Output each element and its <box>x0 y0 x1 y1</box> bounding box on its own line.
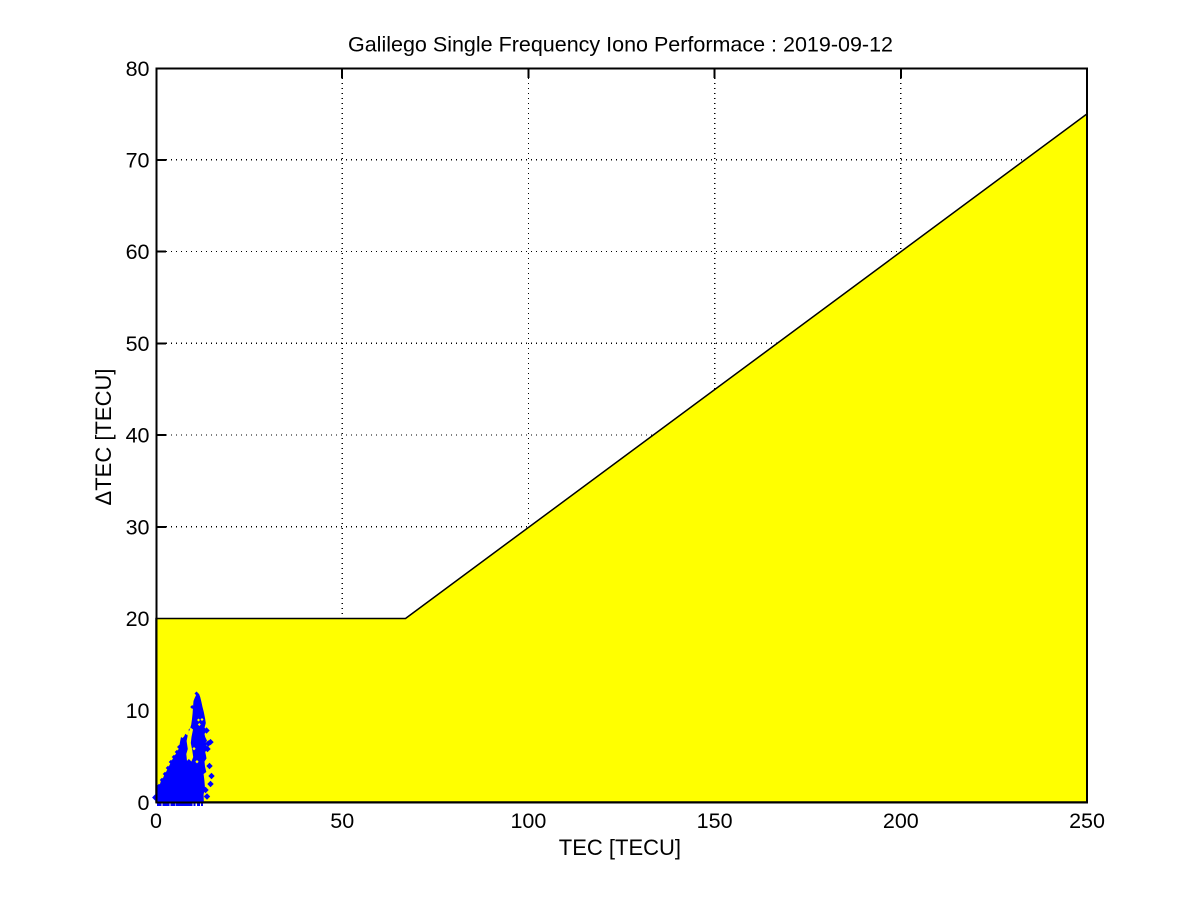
svg-text:30: 30 <box>126 516 150 540</box>
svg-text:50: 50 <box>126 332 150 356</box>
svg-text:60: 60 <box>126 240 150 264</box>
svg-text:80: 80 <box>126 57 150 81</box>
svg-text:0: 0 <box>150 809 162 833</box>
svg-text:50: 50 <box>330 809 354 833</box>
svg-text:200: 200 <box>883 809 919 833</box>
svg-text:ΔTEC [TECU]: ΔTEC [TECU] <box>91 369 116 506</box>
svg-text:150: 150 <box>697 809 733 833</box>
svg-text:10: 10 <box>126 699 150 723</box>
svg-text:70: 70 <box>126 149 150 173</box>
svg-text:40: 40 <box>126 424 150 448</box>
svg-text:Galilego Single Frequency Iono: Galilego Single Frequency Iono Performac… <box>348 33 893 57</box>
svg-text:0: 0 <box>138 791 150 815</box>
svg-text:TEC [TECU]: TEC [TECU] <box>559 835 681 860</box>
svg-text:250: 250 <box>1069 809 1105 833</box>
svg-text:100: 100 <box>510 809 546 833</box>
svg-text:20: 20 <box>126 607 150 631</box>
